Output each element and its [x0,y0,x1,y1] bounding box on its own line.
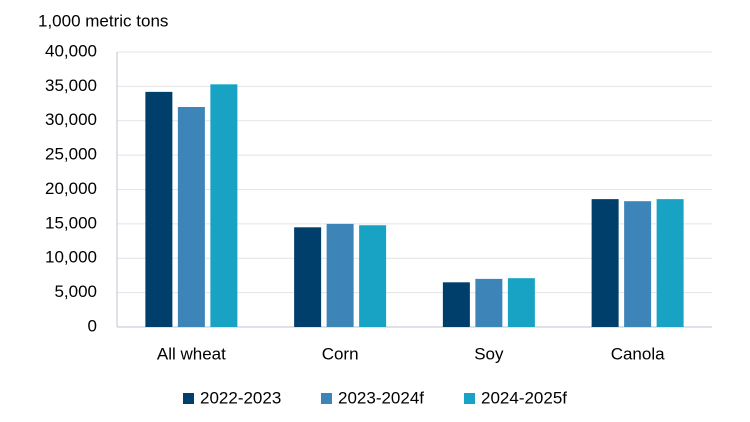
bar [177,107,205,327]
bar [145,91,173,327]
bar [326,223,354,327]
bar [656,199,684,327]
bar [294,227,322,327]
bar [624,201,652,327]
bar [591,199,619,327]
legend-label: 2023-2024f [338,388,424,407]
bar [475,278,503,327]
legend-swatch [464,393,475,404]
bar [359,225,387,327]
y-tick-label: 25,000 [45,145,97,164]
y-tick-label: 35,000 [45,76,97,95]
legend-swatch [183,393,194,404]
y-tick-label: 10,000 [45,248,97,267]
y-tick-label: 30,000 [45,110,97,129]
bar [210,84,238,327]
legend-label: 2022-2023 [200,388,281,407]
legend-label: 2024-2025f [481,388,567,407]
x-tick-label: All wheat [157,344,226,363]
bar [507,278,535,327]
y-tick-label: 20,000 [45,179,97,198]
y-axis-label: 1,000 metric tons [38,11,168,30]
x-tick-label: Canola [611,344,665,363]
y-tick-label: 0 [88,316,97,335]
y-tick-label: 40,000 [45,41,97,60]
x-tick-label: Soy [474,344,504,363]
bar [442,282,470,327]
y-tick-label: 5,000 [54,282,97,301]
y-tick-label: 15,000 [45,213,97,232]
x-tick-label: Corn [322,344,359,363]
legend-swatch [321,393,332,404]
